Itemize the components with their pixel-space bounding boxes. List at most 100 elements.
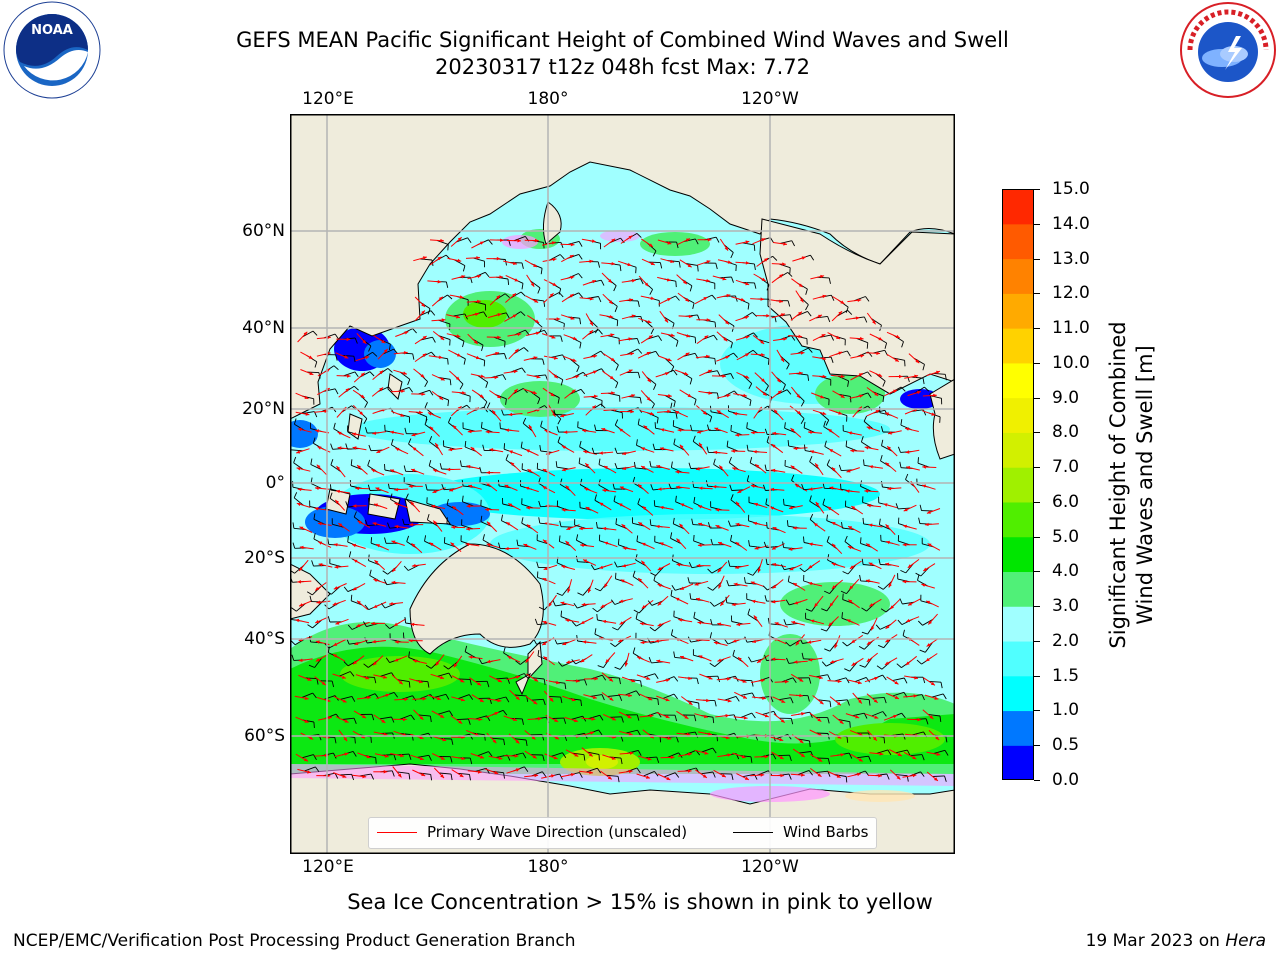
wave-direction-arrowhead bbox=[328, 716, 332, 720]
wind-barb bbox=[384, 602, 397, 609]
wind-barb-feather bbox=[447, 358, 449, 365]
wind-barb bbox=[731, 489, 744, 491]
wind-barb-feather bbox=[652, 443, 656, 450]
wind-barb-feather bbox=[729, 484, 733, 491]
wind-barb-feather bbox=[327, 646, 330, 653]
wind-barb-feather bbox=[636, 439, 638, 446]
wind-barb-feather bbox=[766, 436, 770, 443]
wind-barb-feather bbox=[387, 522, 391, 529]
wave-direction-arrowhead bbox=[857, 680, 862, 685]
wind-barb-feather bbox=[728, 456, 732, 463]
wind-barb-feather bbox=[504, 259, 507, 266]
wind-barb-feather bbox=[293, 418, 297, 425]
wind-barb-feather bbox=[650, 572, 656, 576]
wind-barb bbox=[464, 446, 477, 452]
wind-barb bbox=[529, 390, 541, 399]
wave-direction-arrowhead bbox=[628, 769, 633, 774]
wave-direction-arrowhead bbox=[594, 677, 598, 681]
wave-direction-arrowhead bbox=[400, 753, 404, 758]
wave-direction-arrowhead bbox=[374, 503, 378, 507]
wave-direction-arrowhead bbox=[837, 701, 841, 706]
wave-direction-arrowhead bbox=[745, 375, 750, 379]
wind-barb bbox=[589, 319, 599, 329]
wave-direction-arrowhead bbox=[394, 640, 399, 644]
wave-direction-arrowhead bbox=[817, 718, 822, 722]
wave-direction-arrowhead bbox=[659, 447, 664, 451]
wind-barb bbox=[671, 467, 683, 473]
wave-direction-arrowhead bbox=[799, 739, 804, 744]
wave-direction-arrowhead bbox=[492, 739, 497, 744]
wave-direction-arrowhead bbox=[455, 376, 460, 381]
wave-direction-arrowhead bbox=[461, 275, 466, 279]
wind-barb-feather bbox=[584, 679, 588, 686]
wave-direction-arrowhead bbox=[609, 697, 614, 701]
wave-direction-arrowhead bbox=[365, 356, 370, 360]
wave-direction-arrowhead bbox=[737, 489, 742, 493]
wave-direction-arrowhead bbox=[296, 450, 301, 454]
wave-direction-arrowhead bbox=[780, 773, 785, 778]
wave-direction-arrowhead bbox=[494, 375, 499, 380]
wind-barb-feather bbox=[592, 607, 598, 613]
wind-barb-feather bbox=[520, 311, 526, 317]
footer-date: 19 Mar 2023 on Hera bbox=[1086, 931, 1266, 951]
colorbar-tick-mark bbox=[1034, 710, 1040, 712]
wind-barb bbox=[301, 692, 313, 699]
wave-direction-arrowhead bbox=[713, 641, 718, 645]
wave-direction-arrowhead bbox=[381, 339, 386, 344]
wave-direction-arrowhead bbox=[421, 310, 425, 315]
wind-barb-feather bbox=[823, 420, 826, 427]
wind-barb-feather bbox=[747, 303, 750, 310]
wave-direction-arrowhead bbox=[779, 299, 783, 303]
wave-direction-arrowhead bbox=[817, 773, 822, 777]
wave-direction-arrowhead bbox=[727, 699, 732, 703]
wave-direction-arrowhead bbox=[888, 583, 892, 588]
colorbar-swatch bbox=[1002, 432, 1034, 468]
wind-barb bbox=[789, 639, 801, 647]
colorbar-tick-label: 5.0 bbox=[1052, 526, 1080, 547]
colorbar-tick-mark bbox=[1034, 293, 1040, 295]
wave-direction-arrowhead bbox=[734, 565, 739, 569]
wave-direction-arrowhead bbox=[838, 351, 843, 355]
wind-barb-feather bbox=[732, 649, 735, 656]
colorbar-tick-label: 3.0 bbox=[1052, 596, 1080, 617]
wind-barb bbox=[495, 677, 508, 680]
wind-barb bbox=[619, 659, 628, 670]
wave-direction-arrowhead bbox=[374, 560, 379, 564]
wave-direction-arrowhead bbox=[873, 699, 878, 703]
wind-barb-feather bbox=[448, 672, 453, 679]
wind-barb-feather bbox=[310, 458, 313, 465]
wave-direction-arrowhead bbox=[344, 355, 349, 359]
wind-barb bbox=[427, 519, 438, 527]
wind-barb bbox=[472, 732, 485, 736]
wind-barb-feather bbox=[724, 638, 729, 645]
wind-barb-feather bbox=[313, 513, 316, 520]
wind-barb-feather bbox=[407, 379, 411, 386]
wave-direction-arrowhead bbox=[866, 641, 871, 645]
wave-direction-arrowhead bbox=[591, 405, 596, 410]
wind-barb-feather bbox=[707, 522, 711, 529]
wind-barb-feather bbox=[842, 571, 849, 575]
wave-direction-arrowhead bbox=[453, 663, 458, 668]
wave-direction-arrowhead bbox=[859, 394, 864, 398]
wave-direction-arrowhead bbox=[367, 695, 371, 700]
wind-barb bbox=[457, 772, 470, 775]
wind-barb bbox=[607, 694, 620, 697]
wind-barb-feather bbox=[860, 436, 864, 443]
wind-barb-feather bbox=[364, 427, 368, 434]
wind-barb-feather bbox=[485, 382, 489, 388]
colorbar-tick-label: 6.0 bbox=[1052, 491, 1080, 512]
wind-barb-feather bbox=[676, 241, 679, 249]
wind-barb bbox=[626, 348, 639, 355]
wind-barb-feather bbox=[525, 739, 528, 746]
wind-barb-feather bbox=[709, 416, 713, 423]
wave-direction-arrowhead bbox=[866, 543, 870, 547]
wave-direction-arrowhead bbox=[667, 298, 672, 302]
wind-barb-feather bbox=[783, 498, 785, 505]
colorbar-tick-mark bbox=[1034, 571, 1040, 573]
wind-barb-feather bbox=[916, 659, 922, 665]
wave-direction-arrowhead bbox=[797, 410, 802, 415]
wind-barb bbox=[651, 661, 664, 664]
wave-direction-arrowhead bbox=[878, 373, 883, 377]
wind-barb bbox=[670, 537, 682, 545]
wind-barb-feather bbox=[505, 696, 510, 703]
